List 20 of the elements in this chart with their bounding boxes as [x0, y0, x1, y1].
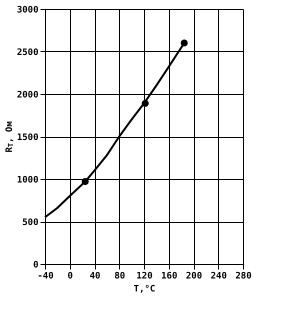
- x-tick-label: 40: [90, 272, 100, 282]
- y-tick-label: 1500: [16, 133, 38, 143]
- x-tick-label: 80: [114, 272, 126, 282]
- point: [180, 39, 188, 47]
- y-tick-label: 2500: [16, 48, 38, 58]
- x-tick-label: 160: [161, 272, 178, 282]
- x-tick-label: -40: [37, 272, 54, 282]
- y-tick-label: 500: [22, 218, 38, 228]
- point: [82, 178, 89, 186]
- y-tick-label: 1000: [16, 176, 38, 186]
- y-tick-label: 3000: [16, 6, 38, 16]
- y-tick-label: 0: [33, 260, 38, 270]
- x-tick-label: 0: [68, 272, 73, 282]
- x-tick-label: 280: [235, 272, 252, 282]
- x-tick-label: 200: [186, 272, 202, 282]
- x-tick-label: 120: [136, 272, 153, 282]
- x-tick-label: 240: [210, 272, 227, 282]
- point: [142, 100, 149, 107]
- x-axis-title: T,°C: [134, 284, 156, 294]
- y-tick-label: 2000: [16, 90, 38, 100]
